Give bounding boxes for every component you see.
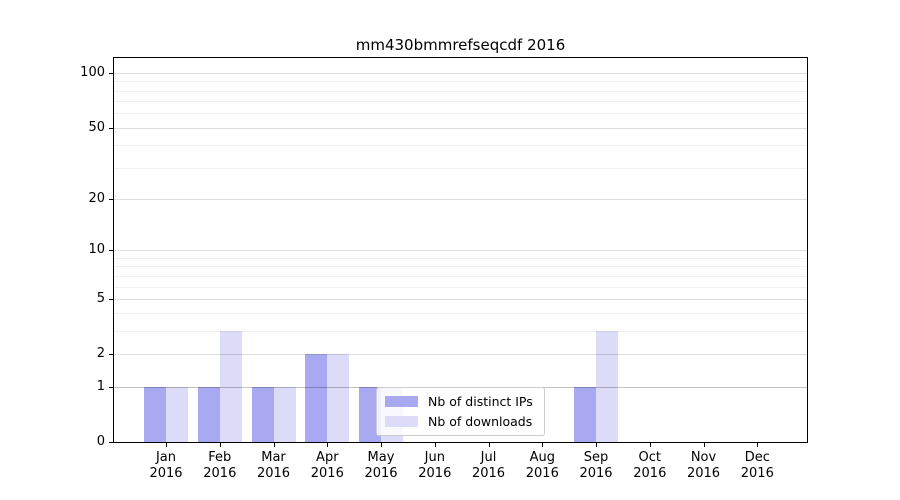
- gridline-2: [114, 354, 807, 356]
- legend: Nb of distinct IPs Nb of downloads: [376, 387, 545, 436]
- gridline-minor-6: [114, 286, 807, 288]
- legend-label-distinct-ips: Nb of distinct IPs: [428, 394, 533, 409]
- bar-downloads-mar: [273, 386, 296, 442]
- x-tick-label-jan: Jan 2016: [149, 450, 183, 481]
- bar-distinct-ips-apr: [305, 354, 328, 442]
- x-tick-label-may: May 2016: [364, 450, 398, 481]
- x-tick-label-mar: Mar 2016: [256, 450, 291, 481]
- x-tick-label-oct: Oct 2016: [633, 450, 667, 481]
- legend-swatch-downloads: [385, 416, 418, 427]
- gridline-minor-30: [114, 167, 807, 169]
- bar-distinct-ips-feb: [197, 386, 220, 442]
- gridline-minor-80: [114, 90, 807, 92]
- gridline-minor-9: [114, 257, 807, 259]
- x-tick-mar: [273, 443, 275, 447]
- x-tick-label-sep: Sep 2016: [579, 450, 613, 481]
- chart-title: mm430bmmrefseqcdf 2016: [355, 36, 566, 54]
- bar-downloads-jan: [166, 386, 188, 442]
- legend-item-downloads: Nb of downloads: [385, 414, 536, 429]
- gridline-minor-70: [114, 101, 807, 103]
- bar-distinct-ips-jan: [144, 386, 166, 442]
- x-tick-nov: [703, 443, 705, 447]
- x-tick-dec: [757, 443, 759, 447]
- y-tick-50: [109, 127, 113, 129]
- legend-item-distinct-ips: Nb of distinct IPs: [385, 394, 536, 409]
- x-tick-may: [381, 443, 382, 447]
- x-tick-feb: [219, 443, 221, 447]
- x-tick-label-feb: Feb 2016: [203, 450, 237, 481]
- y-tick-0: [109, 442, 113, 443]
- gridline-50: [114, 127, 807, 129]
- y-tick-100: [109, 73, 113, 75]
- x-tick-label-apr: Apr 2016: [310, 450, 344, 481]
- x-tick-aug: [542, 443, 544, 447]
- y-tick-label-1: 1: [96, 378, 105, 394]
- gridline-10: [114, 250, 807, 252]
- gridline-minor-8: [114, 266, 807, 268]
- gridline-minor-90: [114, 81, 807, 83]
- bar-downloads-apr: [327, 354, 350, 442]
- gridline-minor-60: [114, 113, 807, 115]
- x-tick-label-aug: Aug 2016: [525, 450, 559, 481]
- gridline-minor-40: [114, 145, 807, 147]
- x-tick-sep: [596, 443, 597, 447]
- y-tick-label-20: 20: [88, 190, 105, 206]
- y-tick-label-50: 50: [88, 119, 105, 135]
- y-tick-label-5: 5: [96, 290, 105, 306]
- gridline-minor-7: [114, 275, 807, 277]
- legend-swatch-distinct-ips: [385, 396, 418, 407]
- x-tick-jul: [488, 443, 490, 447]
- y-tick-label-2: 2: [96, 346, 105, 362]
- y-tick-20: [109, 198, 113, 200]
- bar-distinct-ips-mar: [251, 386, 274, 442]
- bar-downloads-sep: [596, 331, 618, 442]
- plot-area: [113, 57, 808, 443]
- x-tick-label-jul: Jul 2016: [471, 450, 506, 481]
- y-tick-label-0: 0: [96, 434, 105, 449]
- x-tick-label-dec: Dec 2016: [740, 450, 774, 481]
- x-tick-label-nov: Nov 2016: [686, 450, 721, 481]
- x-tick-oct: [649, 443, 651, 447]
- y-tick-1: [109, 386, 113, 388]
- gridline-100: [114, 73, 807, 75]
- gridline-20: [114, 198, 807, 200]
- bar-downloads-feb: [219, 331, 242, 442]
- bar-distinct-ips-may: [359, 386, 381, 442]
- legend-label-downloads: Nb of downloads: [428, 414, 533, 429]
- y-tick-label-10: 10: [88, 242, 105, 258]
- bar-distinct-ips-sep: [574, 386, 596, 442]
- x-tick-apr: [327, 443, 329, 447]
- y-tick-10: [109, 250, 113, 252]
- x-tick-jun: [434, 443, 436, 447]
- x-tick-jan: [166, 443, 167, 447]
- gridline-5: [114, 298, 807, 300]
- gridline-minor-3: [114, 331, 807, 333]
- gridline-minor-4: [114, 313, 807, 315]
- y-tick-5: [109, 298, 113, 300]
- y-tick-label-100: 100: [80, 65, 105, 81]
- y-tick-2: [109, 354, 113, 356]
- x-tick-label-jun: Jun 2016: [418, 450, 452, 481]
